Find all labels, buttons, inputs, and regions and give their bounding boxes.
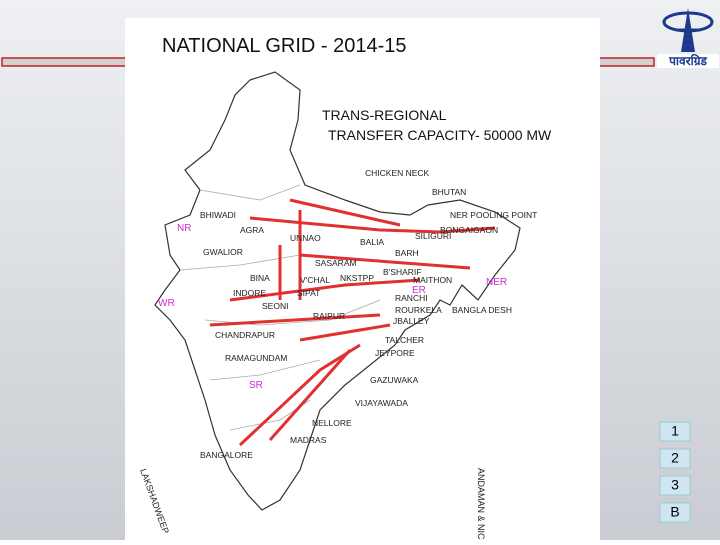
region-label: ER bbox=[412, 285, 426, 296]
place-label: AGRA bbox=[240, 225, 264, 235]
place-label: BINA bbox=[250, 273, 270, 283]
place-label: CHICKEN NECK bbox=[365, 168, 430, 178]
nav: 1 2 3 B bbox=[659, 421, 691, 523]
region-label: NER bbox=[486, 277, 507, 288]
place-label: V'CHAL bbox=[300, 275, 330, 285]
place-label: BHUTAN bbox=[432, 187, 466, 197]
place-label: SEONI bbox=[262, 301, 288, 311]
place-label: SILIGURI bbox=[415, 231, 451, 241]
title: NATIONAL GRID - 2014-15 bbox=[162, 35, 407, 57]
place-label: JEYPORE bbox=[375, 348, 415, 358]
place-label: BANGALORE bbox=[200, 450, 253, 460]
nav-button[interactable] bbox=[659, 448, 691, 469]
place-label: MADRAS bbox=[290, 435, 327, 445]
place-label: UNNAO bbox=[290, 233, 321, 243]
nav-label[interactable]: 2 bbox=[671, 450, 679, 466]
region-label: SR bbox=[249, 380, 263, 391]
place-label: SIPAT bbox=[297, 288, 320, 298]
place-label: SASARAM bbox=[315, 258, 357, 268]
place-label: RAIPUR bbox=[313, 311, 345, 321]
nav-button[interactable] bbox=[659, 421, 691, 442]
map-outline bbox=[154, 71, 521, 511]
region-labels: NR WR ER NER SR bbox=[158, 223, 507, 391]
logo bbox=[657, 8, 719, 68]
place-label: BARH bbox=[395, 248, 419, 258]
nav-button[interactable] bbox=[659, 502, 691, 523]
logo-text: पावरग्रिड bbox=[668, 54, 707, 68]
place-label: RANCHI bbox=[395, 293, 428, 303]
place-label: BONGAIGAON bbox=[440, 225, 498, 235]
place-label: RAMAGUNDAM bbox=[225, 353, 287, 363]
place-label: ROURKELA bbox=[395, 305, 442, 315]
place-label: B'SHARIF bbox=[383, 267, 421, 277]
subtitle: TRANS-REGIONAL bbox=[322, 107, 447, 123]
nav-button[interactable] bbox=[659, 475, 691, 496]
place-label: NKSTPP bbox=[340, 273, 374, 283]
place-label: INDORE bbox=[233, 288, 266, 298]
place-label: GAZUWAKA bbox=[370, 375, 419, 385]
region-label: WR bbox=[158, 298, 175, 309]
nav-label[interactable]: 1 bbox=[671, 423, 679, 439]
place-label: BHIWADI bbox=[200, 210, 236, 220]
region-label: NR bbox=[177, 223, 191, 234]
place-label: MAITHON bbox=[413, 275, 452, 285]
place-label: BALIA bbox=[360, 237, 384, 247]
place-label: BANGLA DESH bbox=[452, 305, 512, 315]
nav-label[interactable]: 3 bbox=[671, 477, 679, 493]
map-panel bbox=[125, 18, 600, 540]
corridors bbox=[209, 198, 496, 447]
place-label: TALCHER bbox=[385, 335, 424, 345]
place-label: GWALIOR bbox=[203, 247, 243, 257]
place-label: ANDAMAN & NICOBAR bbox=[476, 468, 486, 540]
place-label: JBALLEY bbox=[393, 316, 430, 326]
place-label: VIJAYAWADA bbox=[355, 398, 408, 408]
place-label: NER POOLING POINT bbox=[450, 210, 537, 220]
place-label: NELLORE bbox=[312, 418, 352, 428]
nav-label[interactable]: B bbox=[670, 504, 679, 520]
place-label: CHANDRAPUR bbox=[215, 330, 275, 340]
subtitle: TRANSFER CAPACITY- 50000 MW bbox=[328, 127, 552, 143]
